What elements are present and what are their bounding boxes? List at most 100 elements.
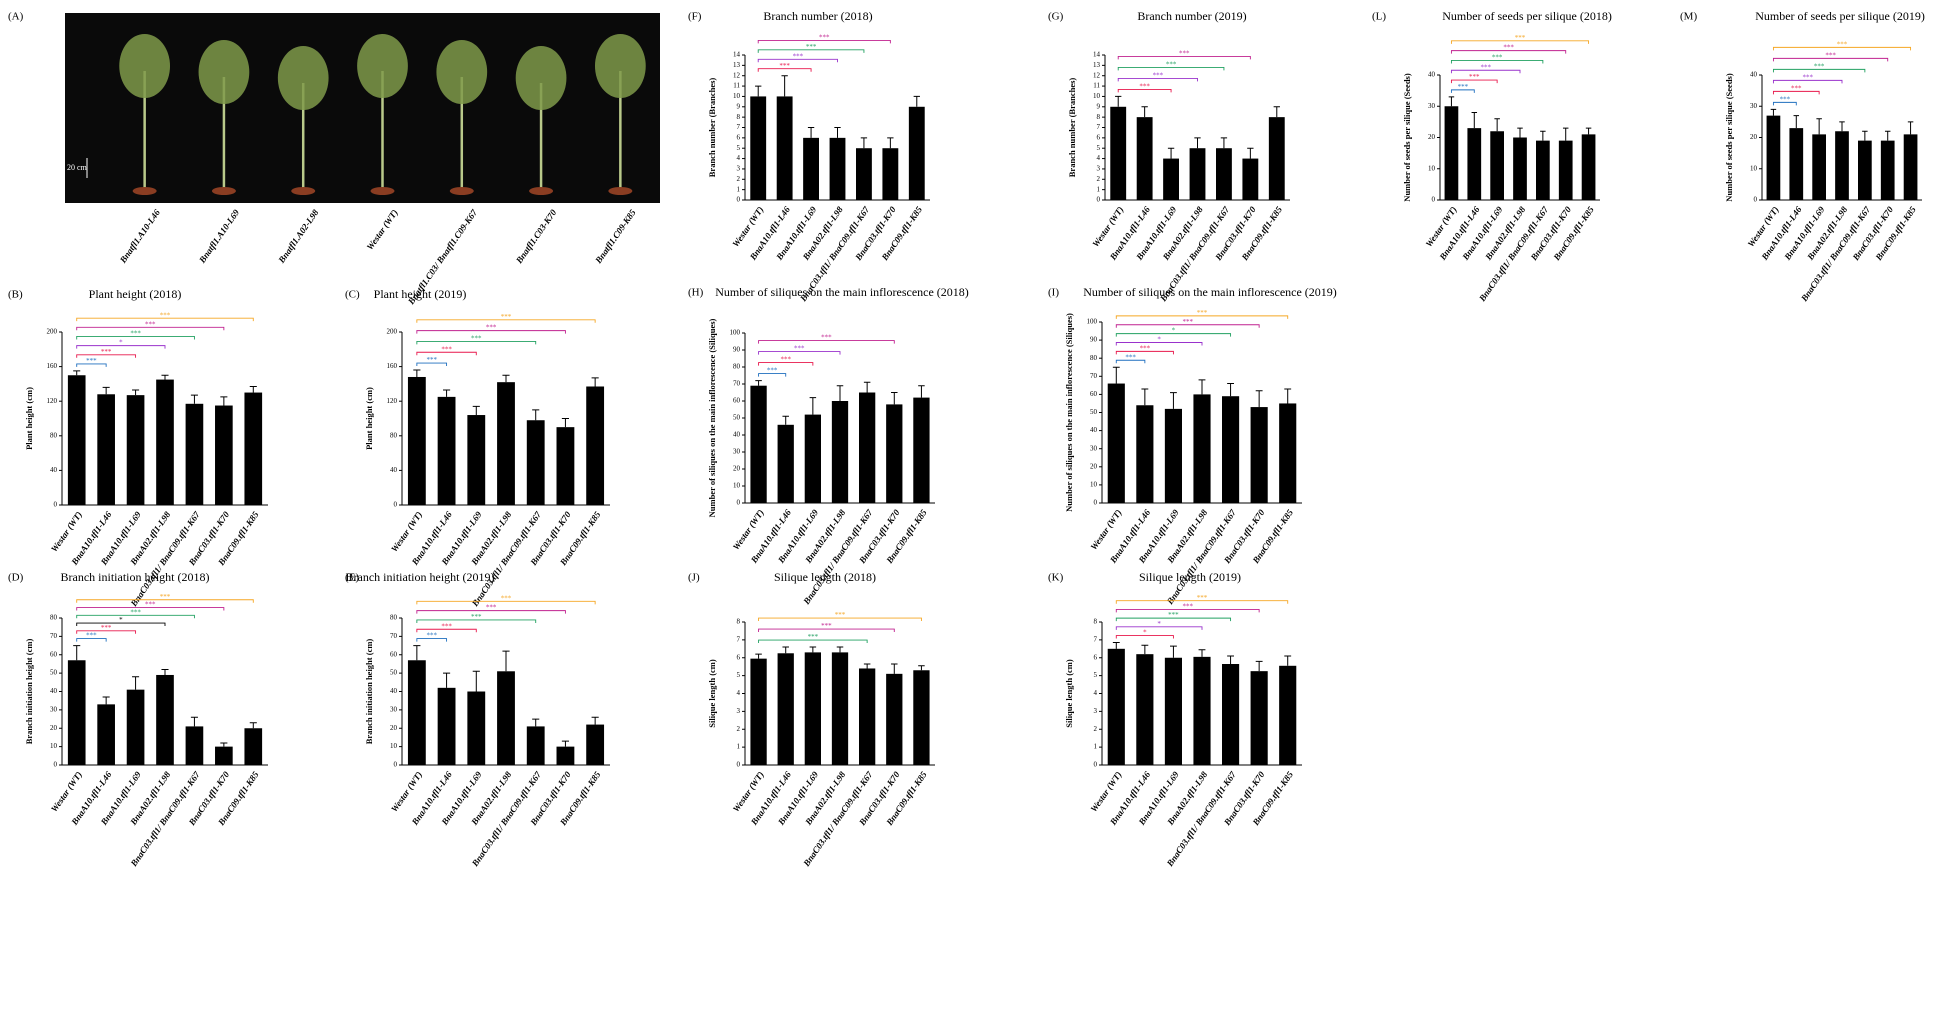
- significance-label: ***: [821, 622, 832, 630]
- significance-bracket: [76, 317, 254, 322]
- y-tick-label: 40: [50, 687, 58, 695]
- error-bar: [413, 369, 421, 377]
- error-bar: [1284, 655, 1292, 666]
- y-tick-label: 30: [733, 448, 741, 456]
- significance-label: ***: [471, 335, 482, 343]
- y-tick-label: 30: [1090, 444, 1098, 452]
- y-tick-label: 100: [730, 329, 741, 337]
- y-tick-label: 80: [1090, 354, 1098, 362]
- chart-title: Branch initiation height (2018): [61, 570, 210, 584]
- significance-bracket: [1117, 88, 1172, 93]
- x-tick-label: BnaC09.tfl1-K85: [1551, 204, 1596, 263]
- photo-background: [65, 13, 660, 203]
- y-tick-label: 80: [390, 431, 398, 439]
- error-bar: [809, 397, 817, 415]
- error-bar: [591, 716, 599, 725]
- bar: [1216, 148, 1232, 200]
- significance-label: ***: [86, 357, 97, 365]
- error-bar: [1255, 390, 1263, 408]
- panel-label: (A): [8, 11, 24, 23]
- significance-label: ***: [1168, 611, 1179, 619]
- y-tick-label: 70: [1090, 372, 1098, 380]
- error-bar: [591, 377, 599, 387]
- bar: [1163, 158, 1179, 200]
- y-tick-label: 80: [50, 431, 58, 439]
- significance-bracket: [758, 373, 787, 377]
- error-bar: [1884, 130, 1891, 141]
- significance-label: *: [1157, 620, 1161, 628]
- y-tick-label: 70: [50, 632, 58, 640]
- plant-canopy: [515, 46, 567, 110]
- error-bar: [782, 646, 789, 654]
- y-tick-label: 30: [50, 705, 58, 713]
- bar: [126, 689, 145, 765]
- error-bar: [1839, 121, 1845, 132]
- chart-title: Number of siliques on the main infloresc…: [715, 285, 969, 299]
- y-tick-label: 10: [50, 742, 58, 750]
- error-bar: [413, 645, 421, 661]
- chart-title: Plant height (2019): [374, 287, 467, 301]
- y-tick-label: 80: [733, 363, 741, 371]
- bar: [1242, 158, 1259, 200]
- y-tick-label: 20: [1428, 133, 1436, 141]
- bar: [913, 670, 930, 765]
- y-tick-label: 10: [390, 742, 398, 750]
- significance-bracket: [416, 319, 596, 323]
- y-axis-label: Silique length (cm): [1064, 659, 1074, 728]
- y-tick-label: 14: [733, 51, 741, 59]
- significance-label: ***: [1458, 83, 1469, 91]
- error-bar: [102, 696, 110, 705]
- error-bar: [1284, 388, 1292, 404]
- scale-label: 20 cm: [67, 163, 88, 172]
- bar: [829, 137, 846, 200]
- significance-label: ***: [486, 324, 497, 332]
- plant-canopy: [594, 34, 646, 98]
- significance-bracket: [1450, 69, 1521, 74]
- significance-label: ***: [1140, 344, 1151, 352]
- significance-bracket: [758, 351, 841, 355]
- bar: [215, 746, 233, 765]
- y-axis-label: Plant height (cm): [24, 387, 34, 450]
- significance-label: ***: [1837, 40, 1848, 48]
- error-bar: [1141, 388, 1149, 406]
- bar: [859, 668, 876, 765]
- significance-label: ***: [501, 313, 512, 321]
- significance-bracket: [1772, 68, 1866, 73]
- error-bar: [1862, 130, 1868, 141]
- significance-bracket: [1117, 55, 1251, 60]
- y-tick-label: 5: [1094, 671, 1098, 679]
- error-bar: [891, 392, 898, 405]
- significance-label: ***: [1814, 62, 1825, 70]
- significance-bracket: [1450, 50, 1567, 54]
- significance-bracket: [1115, 617, 1232, 622]
- bar: [856, 148, 872, 200]
- y-tick-label: 9: [737, 102, 741, 110]
- error-bar: [1255, 660, 1263, 672]
- chart-title: Plant height (2018): [89, 287, 182, 301]
- significance-bracket: [416, 600, 596, 605]
- error-bar: [1793, 115, 1800, 129]
- error-bar: [102, 386, 110, 395]
- error-bar: [755, 380, 762, 386]
- error-bar: [1448, 96, 1455, 107]
- y-tick-label: 13: [733, 61, 741, 69]
- y-tick-label: 8: [737, 618, 741, 626]
- bar: [1250, 671, 1268, 765]
- significance-label: ***: [767, 367, 778, 375]
- significance-bracket: [758, 628, 895, 633]
- significance-bracket: [1772, 57, 1889, 62]
- significance-label: ***: [835, 611, 846, 619]
- error-bar: [561, 740, 569, 747]
- chart-title: Number of siliques on the main infloresc…: [1083, 285, 1337, 299]
- significance-bracket: [1115, 324, 1260, 328]
- y-tick-label: 20: [390, 724, 398, 732]
- significance-bracket: [76, 638, 107, 642]
- y-tick-label: 9: [1097, 102, 1101, 110]
- bar: [526, 726, 545, 765]
- error-bar: [1198, 649, 1206, 657]
- y-tick-label: 0: [737, 499, 741, 507]
- bar: [1279, 665, 1297, 765]
- bar: [97, 704, 115, 765]
- bar: [67, 660, 86, 765]
- bar: [1513, 137, 1527, 200]
